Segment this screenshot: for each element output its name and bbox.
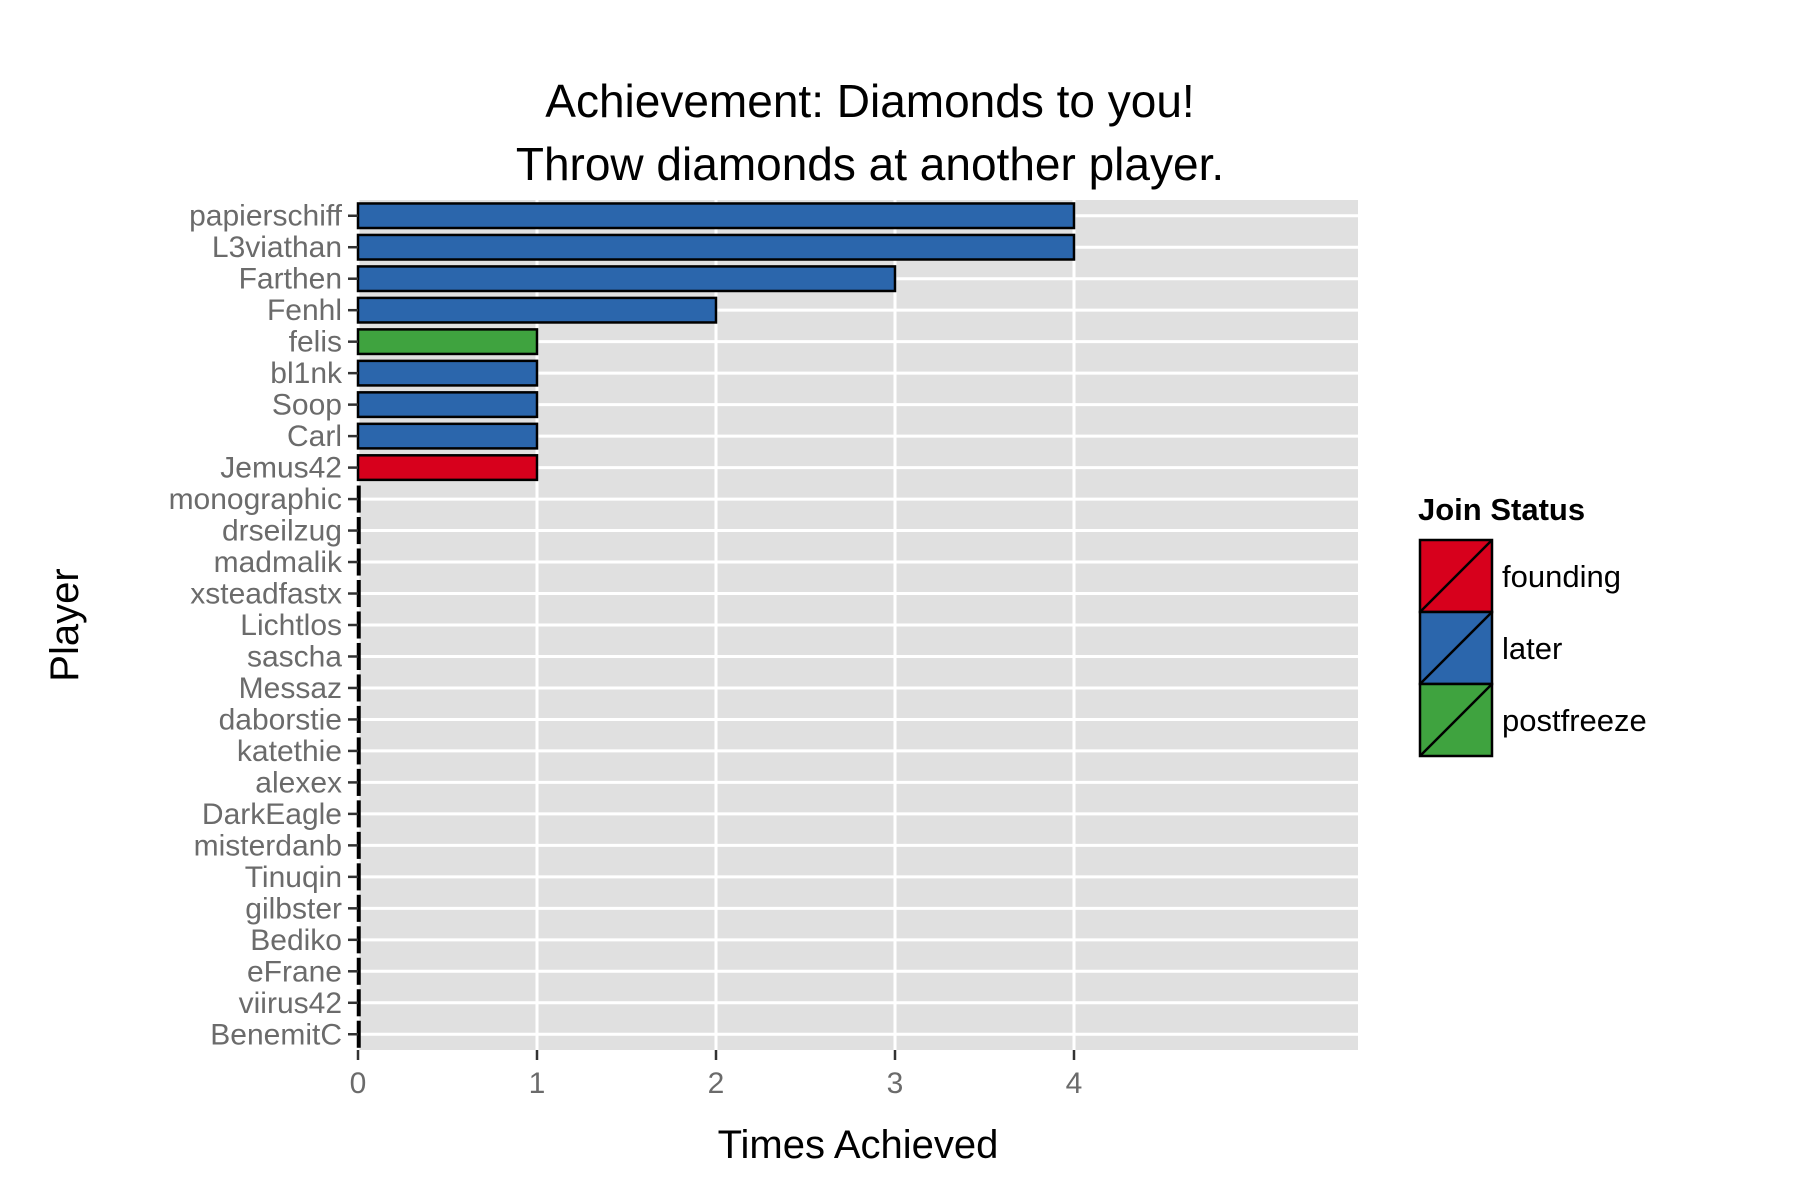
bar-viirus42 <box>356 989 361 1017</box>
bar-gilbster <box>356 894 361 922</box>
y-tick-label-drseilzug: drseilzug <box>222 515 342 548</box>
y-tick-label-L3viathan: L3viathan <box>212 231 342 264</box>
x-tick-label-1: 1 <box>529 1067 546 1100</box>
bar-xsteadfastx <box>356 579 361 608</box>
bar-papierschiff <box>356 202 1076 230</box>
y-axis: papierschiffL3viathanFarthenFenhlfelisbl… <box>169 200 358 1051</box>
bar-drseilzug <box>356 517 361 545</box>
bar-misterdanb <box>356 831 361 859</box>
y-tick-label-BenemitC: BenemitC <box>210 1018 342 1051</box>
chart-title-line-1: Achievement: Diamonds to you! <box>545 75 1194 127</box>
y-tick-label-bl1nk: bl1nk <box>270 357 343 390</box>
bar-Farthen <box>356 265 897 293</box>
y-tick-label-Jemus42: Jemus42 <box>220 452 342 485</box>
y-tick-label-daborstie: daborstie <box>219 703 342 736</box>
y-tick-label-monographic: monographic <box>169 483 342 516</box>
y-tick-label-Carl: Carl <box>287 420 342 453</box>
legend-label-postfreeze: postfreeze <box>1502 703 1647 738</box>
x-tick-label-4: 4 <box>1066 1067 1083 1100</box>
y-tick-label-Fenhl: Fenhl <box>267 294 342 327</box>
y-tick-label-viirus42: viirus42 <box>239 987 342 1020</box>
y-tick-label-Soop: Soop <box>272 389 342 422</box>
legend-label-later: later <box>1502 631 1562 666</box>
legend: Join Status founding later postfreeze <box>1418 492 1647 758</box>
legend-swatch-slash-later <box>1419 611 1493 685</box>
y-tick-label-alexex: alexex <box>255 766 342 799</box>
y-tick-label-Farthen: Farthen <box>239 263 342 296</box>
y-tick-label-Bediko: Bediko <box>250 924 342 957</box>
bar-bl1nk <box>356 359 539 387</box>
y-tick-label-papierschiff: papierschiff <box>189 200 343 233</box>
bar-Fenhl <box>356 296 718 324</box>
bar-alexex <box>356 768 361 796</box>
x-axis-title: Times Achieved <box>718 1123 999 1167</box>
chart-title-line-2: Throw diamonds at another player. <box>516 138 1224 190</box>
bar-katethie <box>356 737 361 765</box>
bar-daborstie <box>356 705 361 733</box>
x-tick-label-2: 2 <box>708 1067 725 1100</box>
y-tick-label-felis: felis <box>289 326 342 359</box>
legend-title: Join Status <box>1418 492 1585 527</box>
y-tick-label-misterdanb: misterdanb <box>194 829 342 862</box>
y-tick-label-sascha: sascha <box>247 640 342 673</box>
bar-Carl <box>356 422 539 450</box>
x-tick-label-0: 0 <box>350 1067 367 1100</box>
bar-Soop <box>356 391 539 419</box>
bar-Tinuqin <box>356 863 361 891</box>
y-tick-label-Messaz: Messaz <box>239 672 342 705</box>
bar-L3viathan <box>356 233 1076 261</box>
legend-item-postfreeze: postfreeze <box>1418 682 1647 758</box>
bar-monographic <box>356 485 361 513</box>
bar-sascha <box>356 642 361 671</box>
bar-Bediko <box>356 926 361 954</box>
y-axis-title: Player <box>43 568 87 681</box>
y-tick-label-Lichtlos: Lichtlos <box>240 609 342 642</box>
y-tick-label-katethie: katethie <box>237 735 342 768</box>
legend-swatch-slash-founding <box>1419 539 1493 613</box>
y-tick-label-Tinuqin: Tinuqin <box>245 861 342 894</box>
y-tick-label-DarkEagle: DarkEagle <box>202 798 342 831</box>
bar-Messaz <box>356 674 361 702</box>
legend-item-later: later <box>1418 610 1562 686</box>
y-tick-label-eFrane: eFrane <box>247 955 342 988</box>
x-axis: 0 1 2 3 4 <box>350 1050 1083 1100</box>
y-tick-label-xsteadfastx: xsteadfastx <box>190 578 342 611</box>
legend-swatch-slash-postfreeze <box>1419 683 1493 757</box>
bar-madmalik <box>356 548 361 576</box>
y-tick-label-madmalik: madmalik <box>214 546 343 579</box>
y-tick-label-gilbster: gilbster <box>245 892 342 925</box>
bar-Jemus42 <box>356 454 539 482</box>
bar-DarkEagle <box>356 800 361 828</box>
bar-eFrane <box>356 957 361 985</box>
bar-Lichtlos <box>356 611 361 639</box>
x-tick-label-3: 3 <box>887 1067 904 1100</box>
bar-felis <box>356 328 539 356</box>
legend-label-founding: founding <box>1502 559 1621 594</box>
bar-BenemitC <box>356 1020 361 1048</box>
legend-item-founding: founding <box>1418 538 1621 614</box>
